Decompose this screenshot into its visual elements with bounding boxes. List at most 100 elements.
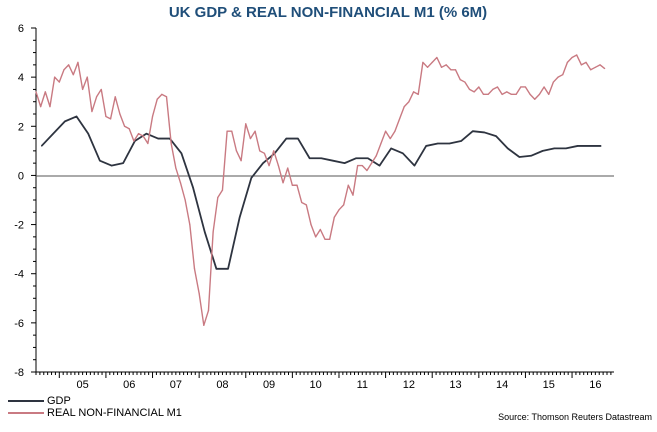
data-point-m1	[473, 91, 475, 93]
data-point-m1	[315, 236, 317, 238]
data-point-m1	[221, 189, 224, 191]
data-point-gdp	[600, 145, 602, 147]
data-point-m1	[487, 93, 489, 95]
data-point-m1	[436, 56, 438, 59]
data-point-m1	[361, 165, 363, 167]
data-point-m1	[398, 118, 401, 120]
data-point-m1	[580, 64, 582, 66]
data-point-gdp	[52, 133, 54, 135]
data-point-m1	[165, 96, 168, 98]
data-point-gdp	[425, 145, 427, 147]
data-point-m1	[91, 110, 93, 113]
data-point-m1	[468, 88, 471, 91]
data-point-m1	[375, 155, 377, 157]
data-point-gdp	[192, 187, 194, 189]
data-point-m1	[212, 231, 214, 233]
chart-title: UK GDP & REAL NON-FINANCIAL M1 (% 6M)	[169, 4, 487, 21]
data-point-m1	[520, 86, 522, 88]
data-point-m1	[403, 106, 405, 108]
data-point-m1	[333, 216, 335, 218]
data-point-m1	[301, 201, 303, 204]
data-point-gdp	[483, 131, 486, 134]
data-point-m1	[604, 67, 606, 70]
x-tick-label: 05	[76, 379, 88, 391]
data-point-gdp	[297, 137, 299, 140]
data-point-m1	[585, 61, 587, 64]
y-tick-label: 0	[18, 170, 24, 182]
data-point-m1	[40, 106, 42, 108]
x-tick-label: 06	[123, 379, 135, 391]
y-tick-label: -4	[14, 269, 24, 281]
data-point-gdp	[40, 145, 43, 147]
data-point-m1	[245, 123, 247, 125]
data-point-m1	[422, 61, 424, 64]
legend: GDP REAL NON-FINANCIAL M1	[8, 395, 182, 419]
data-point-gdp	[565, 147, 567, 149]
data-point-m1	[310, 223, 312, 226]
y-tick-label: -8	[14, 367, 24, 379]
data-point-m1	[203, 324, 205, 326]
data-point-gdp	[378, 165, 381, 167]
x-tick-label: 15	[543, 379, 555, 391]
data-point-m1	[35, 91, 37, 93]
legend-gdp-label: GDP	[47, 395, 71, 407]
data-point-m1	[277, 165, 279, 167]
data-point-m1	[478, 86, 480, 88]
data-point-m1	[175, 167, 177, 169]
data-point-gdp	[553, 147, 555, 149]
data-point-m1	[193, 268, 196, 270]
data-point-m1	[254, 130, 256, 132]
data-point-m1	[357, 165, 359, 167]
data-point-m1	[562, 74, 564, 76]
data-point-m1	[72, 74, 74, 76]
data-point-m1	[147, 142, 149, 145]
data-point-m1	[161, 93, 163, 95]
data-point-m1	[371, 162, 373, 164]
data-point-m1	[384, 130, 387, 132]
y-tick-label: -2	[14, 220, 24, 232]
data-point-m1	[54, 76, 56, 78]
data-point-m1	[114, 96, 116, 98]
data-point-m1	[510, 93, 513, 95]
data-point-m1	[217, 196, 219, 199]
data-point-gdp	[577, 145, 579, 147]
data-point-m1	[552, 81, 555, 83]
series-line-m1	[35, 54, 606, 327]
data-point-m1	[305, 204, 307, 206]
data-point-m1	[343, 204, 345, 206]
data-point-gdp	[343, 162, 346, 164]
data-point-gdp	[530, 155, 532, 157]
data-point-m1	[538, 93, 541, 95]
data-point-m1	[524, 86, 527, 88]
data-point-m1	[49, 106, 51, 108]
data-point-m1	[501, 93, 503, 95]
data-point-m1	[198, 292, 200, 294]
data-point-m1	[594, 66, 596, 68]
data-point-m1	[426, 66, 429, 68]
data-point-m1	[450, 69, 452, 71]
axes	[35, 28, 614, 373]
data-point-m1	[445, 64, 447, 66]
data-point-m1	[63, 69, 65, 71]
data-point-m1	[366, 169, 368, 172]
data-point-m1	[44, 91, 46, 93]
data-point-m1	[459, 79, 461, 81]
y-tick-label: 2	[18, 121, 24, 133]
x-tick-label: 08	[216, 379, 228, 391]
data-point-m1	[128, 128, 130, 130]
data-point-m1	[123, 125, 126, 127]
data-point-m1	[352, 194, 354, 196]
data-point-m1	[77, 61, 79, 64]
data-point-m1	[394, 130, 396, 132]
data-point-gdp	[215, 268, 217, 270]
data-point-m1	[231, 130, 233, 132]
data-point-gdp	[239, 216, 241, 218]
data-point-m1	[179, 182, 182, 184]
data-point-m1	[189, 223, 191, 226]
data-point-m1	[464, 81, 466, 83]
data-point-m1	[338, 209, 340, 211]
data-point-gdp	[518, 156, 520, 158]
data-point-gdp	[460, 140, 462, 142]
data-point-gdp	[87, 133, 89, 135]
